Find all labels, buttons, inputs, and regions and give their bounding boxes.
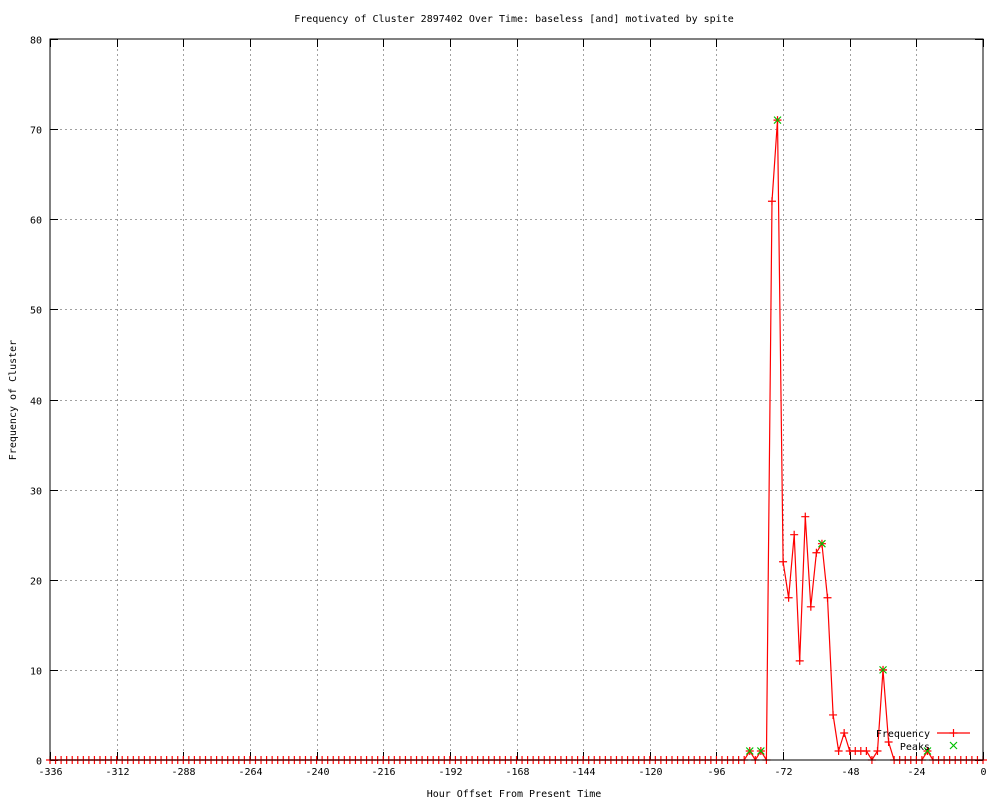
series-layer — [46, 116, 987, 764]
legend-marker-peaks — [949, 741, 958, 750]
frequency-point — [795, 656, 804, 665]
frequency-point — [834, 746, 843, 755]
frequency-point — [806, 602, 815, 611]
frequency-line — [50, 120, 983, 763]
x-tick-label: -72 — [774, 767, 792, 778]
y-tick-label: 60 — [30, 216, 42, 227]
frequency-point — [840, 728, 849, 737]
legend-label-frequency: Frequency — [876, 729, 930, 740]
x-tick-label: -264 — [238, 767, 262, 778]
grid — [50, 39, 983, 760]
frequency-point — [801, 512, 810, 521]
peak-point — [818, 539, 826, 548]
x-tick-label: -192 — [438, 767, 462, 778]
y-tick-label: 40 — [30, 397, 42, 408]
legend-label-peaks: Peaks — [900, 742, 930, 753]
x-tick-label: -144 — [571, 767, 595, 778]
x-tick-label: -168 — [505, 767, 529, 778]
y-tick-label: 80 — [30, 36, 42, 47]
chart-title: Frequency of Cluster 2897402 Over Time: … — [294, 14, 734, 25]
y-tick-label: 30 — [30, 487, 42, 498]
x-axis-label: Hour Offset From Present Time — [427, 789, 602, 800]
frequency-point — [779, 557, 788, 566]
frequency-point — [884, 737, 893, 746]
y-tick-label: 10 — [30, 667, 42, 678]
x-tick-label: -24 — [907, 767, 925, 778]
y-tick-label: 0 — [36, 757, 42, 768]
frequency-point — [812, 548, 821, 557]
x-tick-label: -240 — [305, 767, 329, 778]
peak-point — [756, 747, 765, 755]
x-tick-label: -96 — [707, 767, 725, 778]
y-tick-label: 20 — [30, 577, 42, 588]
legend: Frequency Peaks — [876, 729, 970, 753]
x-tick-label: -336 — [38, 767, 62, 778]
frequency-point — [790, 530, 799, 539]
peak-point — [879, 665, 887, 674]
frequency-point — [862, 746, 871, 755]
plot-border — [49, 38, 984, 761]
x-tick-label: -312 — [105, 767, 129, 778]
legend-marker-frequency — [949, 729, 958, 737]
x-tick-label: -288 — [171, 767, 195, 778]
peak-point — [923, 747, 932, 755]
peak-point — [773, 116, 782, 125]
y-tick-label: 70 — [30, 126, 42, 137]
frequency-point — [829, 710, 838, 719]
y-axis-label: Frequency of Cluster — [8, 340, 19, 460]
peak-point — [745, 747, 754, 755]
frequency-point — [873, 746, 882, 755]
frequency-point — [784, 593, 793, 602]
y-tick-label: 50 — [30, 306, 42, 317]
x-tick-label: -48 — [841, 767, 859, 778]
frequency-point — [823, 593, 832, 602]
axis-ticks: -336 -312 -288 -264 -240 -216 -192 -168 -144 -120… — [30, 36, 987, 779]
x-tick-label: 0 — [980, 767, 986, 778]
frequency-point — [767, 197, 776, 206]
x-tick-label: -120 — [638, 767, 662, 778]
x-tick-label: -216 — [371, 767, 395, 778]
